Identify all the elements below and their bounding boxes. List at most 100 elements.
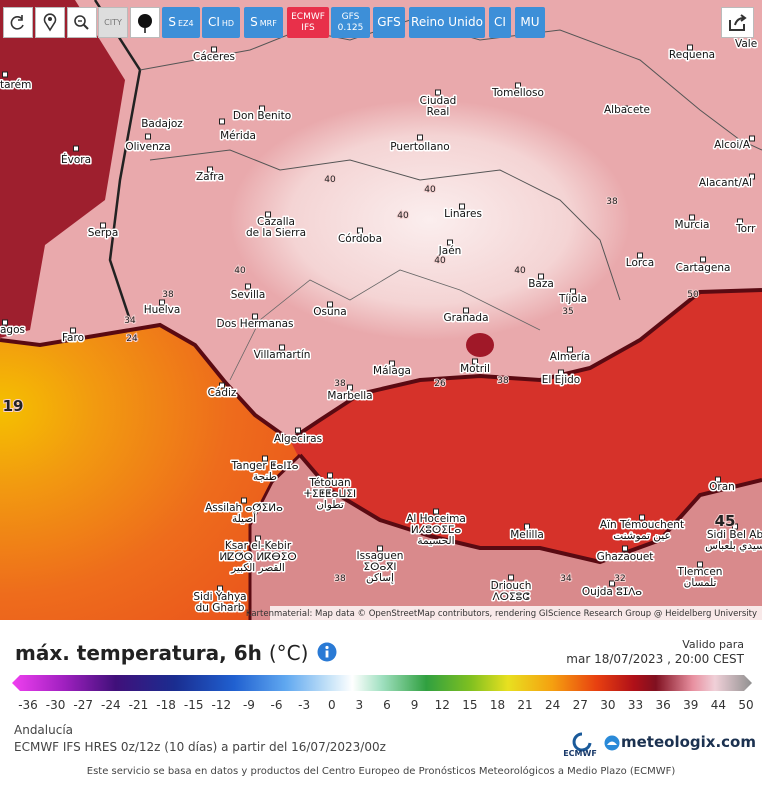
city-label: Serpa [88, 227, 119, 239]
valid-label: Valido para [682, 638, 744, 651]
color-bar [12, 675, 752, 691]
colorbar-tick-label: -15 [183, 698, 204, 712]
button-label: CI [207, 14, 220, 29]
city-marker [252, 313, 258, 320]
colorbar-tick-label: 9 [410, 698, 419, 712]
hot-area [0, 0, 125, 338]
city-marker [389, 360, 395, 367]
isotherm-label: 19 [3, 397, 24, 415]
coastline [248, 453, 302, 620]
city-label: Tétouan [308, 477, 350, 489]
refresh-button[interactable] [3, 7, 33, 38]
city-label: Albacete [604, 104, 650, 116]
city-label: Melilla [510, 529, 544, 541]
city-marker [207, 166, 213, 173]
city-label: Assilah ⴰⵚⵉⵍⴰ [205, 502, 283, 514]
model-button[interactable]: CI [489, 7, 511, 38]
colorbar-tick-label: 44 [710, 698, 727, 712]
region-border [229, 269, 541, 381]
city-marker [347, 384, 353, 391]
city-label: Málaga [373, 365, 411, 377]
city-label: Puertollano [390, 141, 449, 153]
city-marker [639, 514, 645, 521]
colorbar-tick-label: 3 [355, 698, 364, 712]
city-marker [279, 344, 285, 351]
isotherm-label: 35 [562, 307, 573, 317]
city-marker [622, 545, 628, 552]
city-marker [159, 299, 165, 306]
colorbar-tick-label: 50 [738, 698, 754, 712]
city-marker [217, 585, 223, 592]
city-label: Baza [528, 278, 554, 290]
border [93, 0, 142, 321]
button-sub: MRF [259, 18, 277, 28]
city-label: الحسيمة [417, 535, 454, 547]
button-row: S EZ4 [168, 14, 194, 29]
model-button[interactable]: CI HD [202, 7, 240, 38]
brand[interactable]: meteologix.com [621, 733, 756, 751]
city-marker [570, 288, 576, 295]
icon [74, 15, 89, 30]
button-label: CI [494, 15, 506, 29]
city-label: Cáceres [193, 51, 235, 63]
model-button[interactable]: S MRF [244, 7, 283, 38]
legend-title: máx. temperatura, 6h (°C) [15, 641, 308, 665]
africa [250, 455, 762, 620]
button-sub: HD [221, 18, 235, 28]
city-marker [459, 203, 465, 210]
colorbar-tick-label: -21 [128, 698, 149, 712]
city-marker [524, 523, 530, 530]
model-button[interactable]: MU [515, 7, 545, 38]
colorbar-tick-label: 36 [655, 698, 671, 712]
city-label: Faro [62, 332, 84, 344]
city-label: Tanger ⵟⴰⵏⵊⴰ [230, 460, 298, 472]
city-label: Don Benito [233, 110, 291, 122]
city-label: Dos Hermanas [216, 318, 293, 330]
button-row: S MRF [250, 16, 277, 29]
service-note: Este servicio se basa en datos y product… [86, 766, 676, 777]
city-label: Oujda ⵓⵊⴷⴰ [582, 586, 642, 598]
model-button[interactable]: Reino Unido [409, 7, 485, 38]
city-label: Cazalla [257, 216, 295, 228]
coastline [298, 453, 762, 565]
location-button[interactable] [35, 7, 65, 38]
brand-logo [604, 735, 620, 751]
title: máx. temperatura, 6h [15, 641, 262, 665]
city-label: Almería [550, 351, 590, 363]
city-marker [737, 218, 743, 225]
city-label: Driouch [491, 580, 532, 592]
button-label: S [168, 14, 176, 29]
button-row: CI HD [207, 14, 235, 29]
isotherm-label: 40 [397, 211, 409, 221]
unit: (°C) [268, 641, 309, 665]
model-button[interactable]: ECMWF IFS [287, 7, 329, 38]
city-marker [558, 369, 564, 376]
city-label: Ghazaouet [597, 551, 654, 563]
model-button[interactable]: GFS 0.125 [331, 7, 370, 38]
colorbar-tick-label: 24 [545, 698, 561, 712]
marker-toggle[interactable] [130, 7, 160, 38]
city-label: Linares [444, 208, 482, 220]
button-sub: EZ4 [178, 18, 194, 28]
zoom-button[interactable] [67, 7, 97, 38]
icon [43, 13, 57, 32]
city-marker [697, 561, 703, 568]
city-label: Sidi Yahya [193, 591, 246, 603]
city-marker [609, 580, 615, 587]
city-marker [145, 133, 151, 140]
colorbar-tick-label: 12 [434, 698, 450, 712]
city-label: تطوان [316, 499, 344, 511]
city-marker [749, 173, 755, 180]
model-button[interactable]: GFS [373, 7, 405, 38]
info-button[interactable] [317, 642, 337, 662]
city-label: Granada [443, 312, 488, 324]
city-marker [715, 476, 721, 483]
icon [10, 15, 24, 30]
region: Andalucía [14, 723, 74, 737]
city-label: Marbella [327, 390, 372, 402]
button-row: GFS [377, 16, 401, 28]
share-button[interactable] [721, 7, 754, 38]
city-toggle[interactable]: CITY [98, 7, 128, 38]
model-button[interactable]: S EZ4 [162, 7, 200, 38]
city-label: ⵜⵉⵟⵟⴰⵡⵉⵏ [304, 488, 356, 500]
